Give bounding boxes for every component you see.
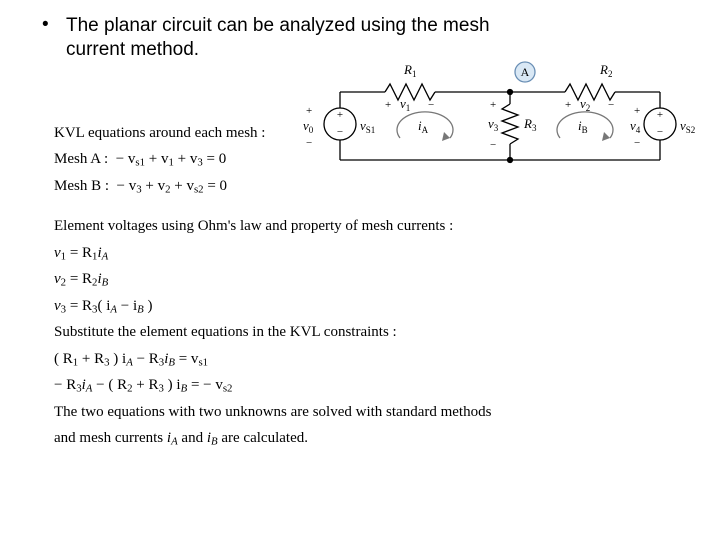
mesh-a-eq: Mesh A : − vs1 + v1 + v3 = 0 (54, 146, 674, 173)
mesh-b-eq: Mesh B : − v3 + v2 + vs2 = 0 (54, 173, 674, 200)
closing-line-1: The two equations with two unknowns are … (54, 399, 674, 425)
bullet-line-2: current method. (66, 38, 199, 62)
svg-text:+: + (490, 99, 496, 111)
svg-text:+: + (306, 105, 312, 117)
ohm-heading: Element voltages using Ohm's law and pro… (54, 213, 674, 239)
substitute-heading: Substitute the element equations in the … (54, 319, 674, 345)
eq-final-2: − R3iA − ( R2 + R3 ) iB = − vs2 (54, 372, 674, 399)
svg-text:+: + (385, 99, 391, 111)
svg-text:+: + (634, 105, 640, 117)
eq-final-1: ( R1 + R3 ) iA − R3iB = vs1 (54, 346, 674, 373)
svg-text:v2: v2 (580, 96, 590, 113)
svg-text:R1: R1 (403, 62, 416, 79)
equations-block: KVL equations around each mesh : Mesh A … (54, 120, 674, 452)
svg-text:A: A (521, 65, 530, 79)
svg-text:v1: v1 (400, 96, 410, 113)
svg-text:−: − (608, 99, 614, 111)
svg-text:+: + (565, 99, 571, 111)
slide-page: • The planar circuit can be analyzed usi… (0, 0, 720, 540)
bullet-marker: • (42, 14, 49, 36)
eq-v2: v2 = R2iB (54, 266, 674, 293)
svg-text:−: − (428, 99, 434, 111)
svg-text:vS2: vS2 (680, 118, 695, 135)
bullet-line-1: The planar circuit can be analyzed using… (66, 14, 490, 38)
kvl-heading: KVL equations around each mesh : (54, 120, 674, 146)
eq-v1: v1 = R1iA (54, 240, 674, 267)
closing-line-2: and mesh currents iA and iB are calculat… (54, 425, 674, 452)
eq-v3: v3 = R3( iA − iB ) (54, 293, 674, 320)
svg-text:R2: R2 (599, 62, 612, 79)
